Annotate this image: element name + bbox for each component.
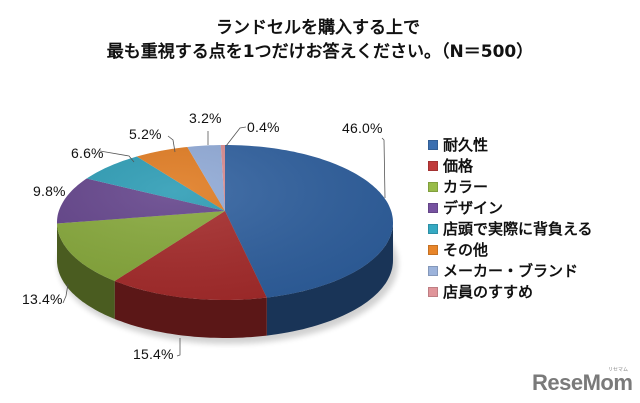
data-label-brand: 3.2% <box>189 110 222 126</box>
legend-item-design: デザイン <box>428 197 593 218</box>
legend-item-price: 価格 <box>428 155 593 176</box>
watermark-sub: リセマム <box>608 367 629 373</box>
data-label-durability: 46.0% <box>342 120 383 136</box>
chart-legend: 耐久性 価格 カラー デザイン 店頭で実際に背負える その他 メーカー・ブランド… <box>428 134 593 302</box>
pie-top-face <box>57 145 393 300</box>
data-label-staff: 0.4% <box>247 119 280 135</box>
watermark-logo: ReseMom <box>532 370 633 395</box>
legend-swatch <box>428 265 438 276</box>
data-label-design: 9.8% <box>33 183 66 199</box>
label-leader-lines <box>62 126 386 357</box>
legend-swatch <box>428 181 438 192</box>
data-label-color: 13.4% <box>22 291 63 307</box>
legend-item-staff: 店員のすすめ <box>428 281 593 302</box>
data-label-try-on: 6.6% <box>71 145 104 161</box>
legend-swatch <box>428 202 438 213</box>
chart-title-line-1: ランドセルを購入する上で <box>216 18 420 38</box>
pie-side-segment <box>266 222 393 336</box>
legend-item-durability: 耐久性 <box>428 134 593 155</box>
data-label-price: 15.4% <box>133 346 174 362</box>
legend-item-brand: メーカー・ブランド <box>428 260 593 281</box>
legend-item-try-on: 店頭で実際に背負える <box>428 218 593 239</box>
data-label-other: 5.2% <box>129 126 162 142</box>
legend-item-other: その他 <box>428 239 593 260</box>
legend-item-color: カラー <box>428 176 593 197</box>
legend-swatch <box>428 139 438 150</box>
legend-swatch <box>428 160 438 171</box>
legend-swatch <box>428 244 438 255</box>
legend-swatch <box>428 286 438 297</box>
chart-title-line-2: 最も重視する点を1つだけお答えください。（N＝500） <box>106 42 534 62</box>
legend-swatch <box>428 223 438 234</box>
